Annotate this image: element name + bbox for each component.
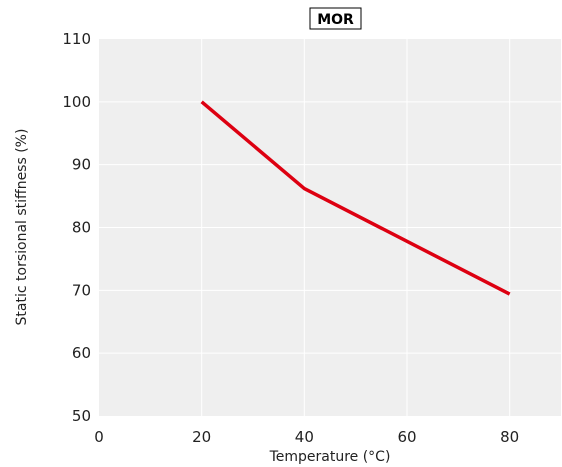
- series-line-mor: [200, 100, 511, 296]
- grid-lines: [99, 39, 561, 416]
- x-tick-label: 80: [500, 428, 519, 446]
- y-tick-label: 90: [72, 156, 91, 174]
- series-layer: [200, 100, 511, 296]
- y-tick-label: 50: [72, 407, 91, 425]
- legend-entry-mor: MOR: [317, 12, 354, 28]
- x-axis-tick-labels: 0 20 40 60 80: [94, 428, 519, 446]
- x-tick-label: 20: [192, 428, 211, 446]
- y-tick-label: 80: [72, 219, 91, 237]
- y-tick-label: 110: [62, 30, 91, 48]
- x-tick-label: 60: [397, 428, 416, 446]
- legend-box: [309, 7, 362, 30]
- y-axis-tick-labels: 50 60 70 80 90 100 110: [62, 30, 91, 425]
- y-axis-label: Static torsional stiffness (%): [14, 129, 30, 326]
- y-tick-label: 70: [72, 281, 91, 299]
- y-tick-label: 60: [72, 344, 91, 362]
- x-tick-label: 40: [295, 428, 314, 446]
- legend: MOR: [309, 7, 362, 30]
- y-tick-label: 100: [62, 93, 91, 111]
- x-axis-label: Temperature (°C): [269, 449, 391, 465]
- x-tick-label: 0: [94, 428, 104, 446]
